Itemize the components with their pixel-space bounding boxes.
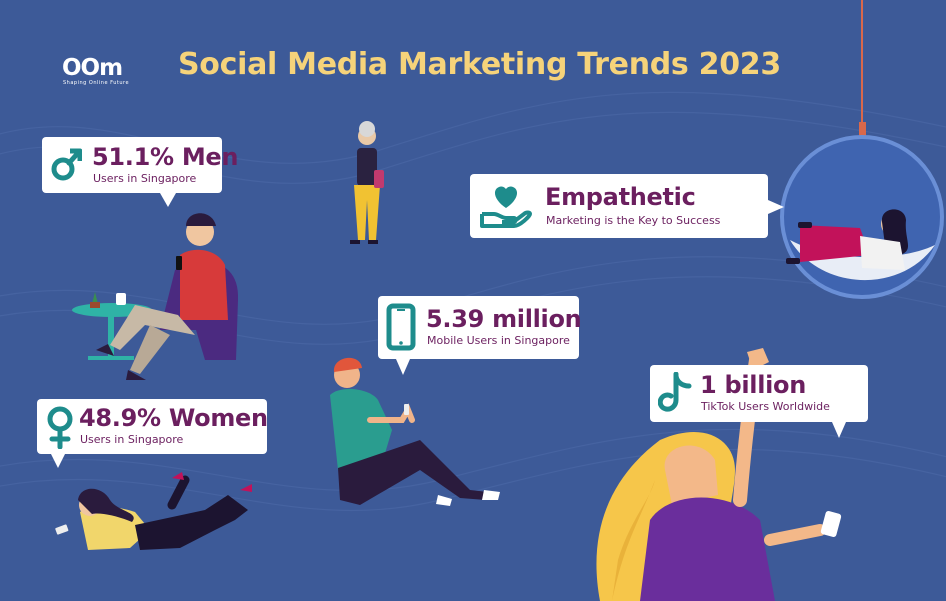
man-in-armchair-illustration [72,213,239,380]
stat-value-men: 51.1% Men [92,143,239,171]
stat-caption-mobile: Mobile Users in Singapore [427,334,570,347]
stat-bubble-women: 48.9% Women Users in Singapore [37,399,268,468]
stat-caption-empathetic: Marketing is the Key to Success [546,214,721,227]
tiktok-icon [658,372,692,412]
logo-wordmark: OOm [62,55,123,81]
stat-caption-men: Users in Singapore [93,172,197,185]
hanging-chair-illustration [780,0,944,299]
stat-bubble-tiktok: 1 billion TikTok Users Worldwide [650,365,868,438]
stat-value-tiktok: 1 billion [700,371,807,399]
smartphone-icon [386,303,416,351]
stat-caption-tiktok: TikTok Users Worldwide [701,400,830,413]
heart-hand-icon [480,186,532,228]
logo-tagline: Shaping Online Future [63,80,130,86]
stat-bubble-men: 51.1% Men Users in Singapore [42,137,238,207]
bubble-tail [768,200,784,214]
stat-bubble-empathetic: Empathetic Marketing is the Key to Succe… [470,174,784,238]
male-symbol-icon [51,148,82,181]
stat-value-women: 48.9% Women [79,404,268,432]
bubble-tail [832,422,846,438]
standing-woman-illustration [350,121,384,244]
seated-man-illustration [330,357,500,506]
long-hair-woman-illustration [596,348,842,601]
stat-value-empathetic: Empathetic [545,183,696,211]
bubble-tail [51,454,65,468]
bubble-tail [396,359,410,375]
lying-woman-illustration [55,472,252,550]
bubble-tail [160,193,176,207]
stat-caption-women: Users in Singapore [80,433,184,446]
female-symbol-icon [47,406,73,449]
stat-value-mobile: 5.39 million [426,305,582,333]
brand-logo: OOm Shaping Online Future [62,56,142,88]
page-title: Social Media Marketing Trends 2023 [178,47,781,82]
stat-bubble-mobile: 5.39 million Mobile Users in Singapore [378,296,582,375]
